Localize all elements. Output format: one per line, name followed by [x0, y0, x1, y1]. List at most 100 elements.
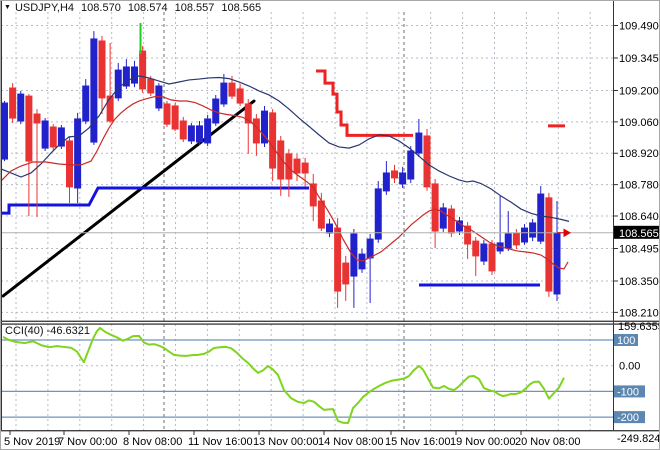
candle-body: [106, 95, 114, 122]
blue-step-line: [1, 186, 309, 215]
candle: [90, 31, 98, 145]
candle-body: [82, 85, 90, 122]
candle: [204, 114, 212, 147]
candle-body: [423, 135, 431, 188]
candle: [472, 237, 480, 277]
grid-lines: [1, 12, 613, 430]
candle-body: [204, 118, 212, 144]
candle: [196, 120, 203, 145]
candle: [537, 185, 545, 245]
bid-price-badge-label: 108.565: [619, 228, 659, 240]
candle-body: [131, 66, 138, 84]
price-tick-label: 109.345: [619, 53, 659, 65]
candles: [1, 31, 561, 308]
symbol-timeframe: USDJPY,H4: [14, 2, 75, 14]
candle: [382, 161, 390, 195]
candle: [74, 112, 82, 204]
candle-body: [553, 232, 561, 295]
candle-body: [285, 153, 293, 180]
candle-body: [41, 120, 49, 149]
cci-axis-labels: 159.6355 0.00 100 -100 -200 -249.8241: [613, 321, 660, 445]
candle: [488, 239, 496, 275]
cci-level-badge-label: 100: [617, 335, 635, 347]
bar-close: 108.565: [221, 2, 262, 14]
price-tick-label: 109.490: [619, 20, 659, 32]
bid-price-badge: [614, 225, 659, 239]
candle: [350, 228, 358, 308]
candle: [504, 211, 512, 251]
candle: [33, 109, 41, 217]
candle-body: [326, 223, 333, 234]
candle-body: [74, 118, 82, 189]
candle: [529, 218, 537, 242]
candle-body: [244, 103, 252, 124]
candle-body: [317, 200, 325, 229]
time-tick-label: 5 Nov 2019: [4, 436, 60, 448]
candle-body: [382, 172, 390, 192]
candle: [236, 83, 244, 106]
candle: [407, 146, 415, 184]
candle-body: [309, 183, 317, 207]
candle: [391, 164, 398, 184]
candle-body: [447, 208, 455, 234]
candle: [521, 224, 528, 245]
candle-body: [415, 132, 423, 154]
candle-body: [342, 262, 350, 285]
price-tick-label: 108.780: [619, 180, 659, 192]
candle-body: [391, 170, 398, 179]
time-tick-label: 20 Nov 08:00: [515, 436, 580, 448]
bar-open: 108.570: [81, 2, 121, 14]
candle: [326, 218, 333, 238]
cci-level-badge: [614, 385, 645, 398]
time-axis[interactable]: [1, 431, 660, 450]
time-tick-label: 11 Nov 16:00: [188, 436, 253, 448]
panel-divider[interactable]: [1, 320, 660, 322]
candle-body: [439, 207, 447, 229]
panel-divider[interactable]: [1, 323, 660, 325]
candle: [66, 136, 73, 204]
candle-body: [9, 87, 17, 119]
candle-body: [512, 232, 520, 246]
candle: [269, 109, 277, 182]
candle: [317, 192, 325, 232]
candle: [293, 153, 301, 182]
candle: [309, 174, 317, 221]
candle: [98, 36, 106, 115]
candle: [1, 101, 8, 162]
price-tick-label: 108.640: [619, 211, 659, 223]
cci-zero-label: 0.00: [619, 361, 640, 373]
cci-levels: [1, 339, 613, 418]
price-axis[interactable]: [614, 1, 660, 430]
candle-body: [98, 40, 106, 99]
candle: [49, 124, 57, 151]
candle: [179, 116, 187, 143]
price-tick-label: 108.920: [619, 148, 659, 160]
cci-level-badge-label: -100: [617, 386, 639, 398]
candle: [374, 181, 382, 243]
candle: [131, 60, 138, 88]
cci-max-label: 159.6355: [618, 321, 660, 333]
candle: [82, 79, 90, 125]
tick-direction-down-icon: ▼: [4, 3, 11, 11]
candle-body: [228, 82, 236, 97]
ma-slow-line: [1, 75, 570, 222]
candle-body: [187, 125, 195, 142]
candle: [220, 73, 228, 107]
bar-low: 108.557: [174, 2, 215, 14]
candle-body: [374, 188, 382, 240]
candle-body: [366, 238, 374, 259]
candle-body: [521, 227, 528, 243]
price-tick-label: 108.495: [619, 243, 659, 255]
candle: [285, 148, 293, 197]
candle-body: [57, 127, 65, 147]
candle-body: [277, 140, 285, 180]
cci-line: [2, 326, 565, 425]
price-tick-label: 108.350: [619, 276, 659, 288]
candle: [277, 135, 285, 196]
candle: [423, 129, 431, 191]
candle-body: [139, 50, 147, 90]
cci-min-label: -249.8241: [617, 433, 660, 445]
trendline: [1, 99, 256, 298]
